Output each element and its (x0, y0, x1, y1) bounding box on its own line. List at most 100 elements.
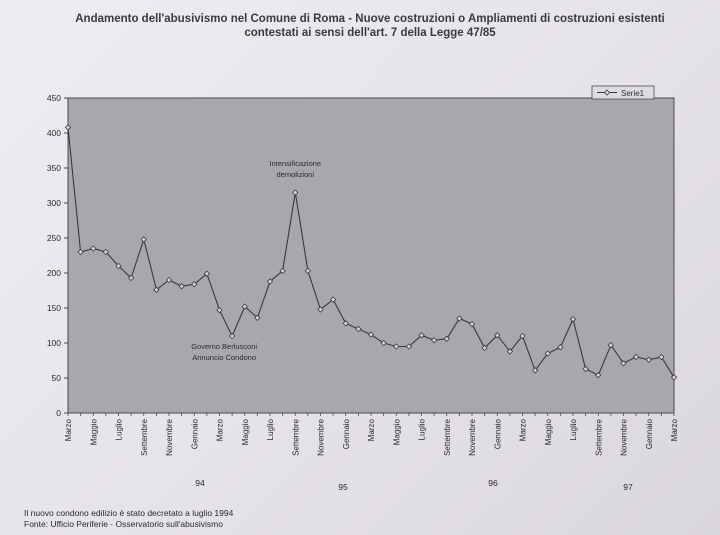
data-point (607, 341, 615, 349)
chart-footer: Il nuovo condono edilizio è stato decret… (24, 508, 233, 530)
data-point (405, 343, 413, 350)
x-tick-label: Settembre (443, 418, 452, 455)
annotation-label: Governo Berlusconi (191, 342, 257, 351)
x-tick-label: Maggio (89, 418, 98, 445)
plot-area (67, 97, 675, 414)
year-label: 95 (338, 482, 348, 492)
y-tick-label: 300 (47, 198, 61, 208)
data-point (178, 283, 185, 290)
x-tick-label: Marzo (64, 418, 73, 441)
data-point (64, 124, 72, 131)
x-tick-label: Gennaio (190, 418, 199, 449)
x-tick-label: Marzo (216, 418, 225, 441)
year-label: 97 (623, 482, 633, 492)
data-point (241, 303, 248, 310)
data-point (367, 331, 375, 338)
x-tick-label: Marzo (367, 418, 376, 441)
year-label: 94 (195, 478, 205, 488)
x-tick-label: Marzo (519, 418, 528, 441)
x-tick-label: Maggio (544, 418, 553, 445)
data-point (670, 374, 678, 381)
y-tick-label: 450 (47, 93, 61, 103)
chart-title-line1: Andamento dell'abusivismo nel Comune di … (75, 13, 665, 25)
data-point (279, 267, 286, 275)
data-point (216, 306, 223, 314)
data-point (506, 348, 514, 355)
data-point (418, 332, 425, 339)
x-tick-label: Gennaio (493, 418, 502, 449)
data-point (228, 332, 236, 340)
data-point (317, 306, 324, 313)
data-point (430, 337, 438, 344)
data-point (645, 356, 652, 363)
data-point (595, 372, 602, 379)
y-tick-label: 350 (47, 163, 61, 173)
x-tick-label: Luglio (418, 418, 427, 440)
x-tick-label: Maggio (241, 418, 250, 445)
x-tick-label: Luglio (266, 418, 275, 440)
data-point (544, 350, 551, 357)
x-tick-label: Settembre (140, 418, 149, 455)
data-point (393, 343, 400, 350)
data-point (329, 296, 337, 303)
x-tick-label: Luglio (569, 418, 578, 440)
data-point (342, 320, 349, 327)
y-tick-label: 100 (47, 338, 61, 348)
data-point (77, 248, 84, 256)
data-point (102, 248, 110, 256)
x-tick-label: Novembre (317, 418, 326, 455)
data-point (658, 353, 665, 361)
year-label: 96 (488, 478, 498, 488)
data-point (115, 262, 122, 270)
legend-marker (603, 89, 611, 96)
data-point (191, 281, 198, 288)
data-point (443, 335, 450, 342)
data-point (481, 344, 488, 352)
x-tick-label: Gennaio (342, 418, 351, 449)
x-tick-label: Novembre (165, 418, 174, 455)
data-point (153, 286, 160, 293)
data-point (266, 278, 274, 285)
x-tick-label: Novembre (620, 418, 629, 455)
y-tick-label: 400 (47, 128, 61, 138)
y-tick-label: 250 (47, 233, 61, 243)
data-point (531, 367, 539, 374)
x-tick-label: Gennaio (645, 418, 654, 449)
chart-title-line2: contestati ai sensi dell'art. 7 della Le… (244, 27, 496, 39)
y-tick-label: 150 (47, 303, 61, 313)
x-tick-label: Luglio (115, 418, 124, 440)
data-point (620, 360, 627, 367)
data-point (90, 245, 97, 252)
chart-title: Andamento dell'abusivismo nel Comune di … (40, 12, 700, 40)
data-point (632, 353, 640, 361)
data-point (468, 320, 476, 328)
y-tick-label: 0 (56, 408, 61, 418)
data-point (456, 315, 463, 322)
x-tick-label: Settembre (594, 418, 603, 455)
data-point (569, 316, 577, 323)
data-point (292, 189, 299, 196)
footer-note: Il nuovo condono edilizio è stato decret… (24, 508, 234, 518)
y-tick-label: 200 (47, 268, 61, 278)
data-point (380, 339, 387, 347)
annotation-label: demolizioni (276, 170, 314, 179)
x-tick-label: Maggio (392, 418, 401, 445)
data-point (165, 276, 173, 284)
data-point (519, 332, 526, 340)
footer-source: Fonte: Ufficio Periferie - Osservatorio … (24, 519, 223, 529)
x-tick-label: Settembre (291, 418, 300, 455)
data-point (304, 267, 312, 275)
annotation-label: Intensificazione (269, 159, 321, 168)
data-point (582, 365, 589, 373)
x-tick-label: Marzo (670, 418, 679, 441)
legend-box (591, 85, 655, 100)
data-point (355, 325, 362, 333)
data-point (140, 236, 147, 243)
data-point (494, 332, 501, 339)
data-point (127, 274, 135, 282)
x-tick-label: Novembre (468, 418, 477, 455)
data-point (254, 314, 261, 321)
data-point (203, 270, 211, 277)
